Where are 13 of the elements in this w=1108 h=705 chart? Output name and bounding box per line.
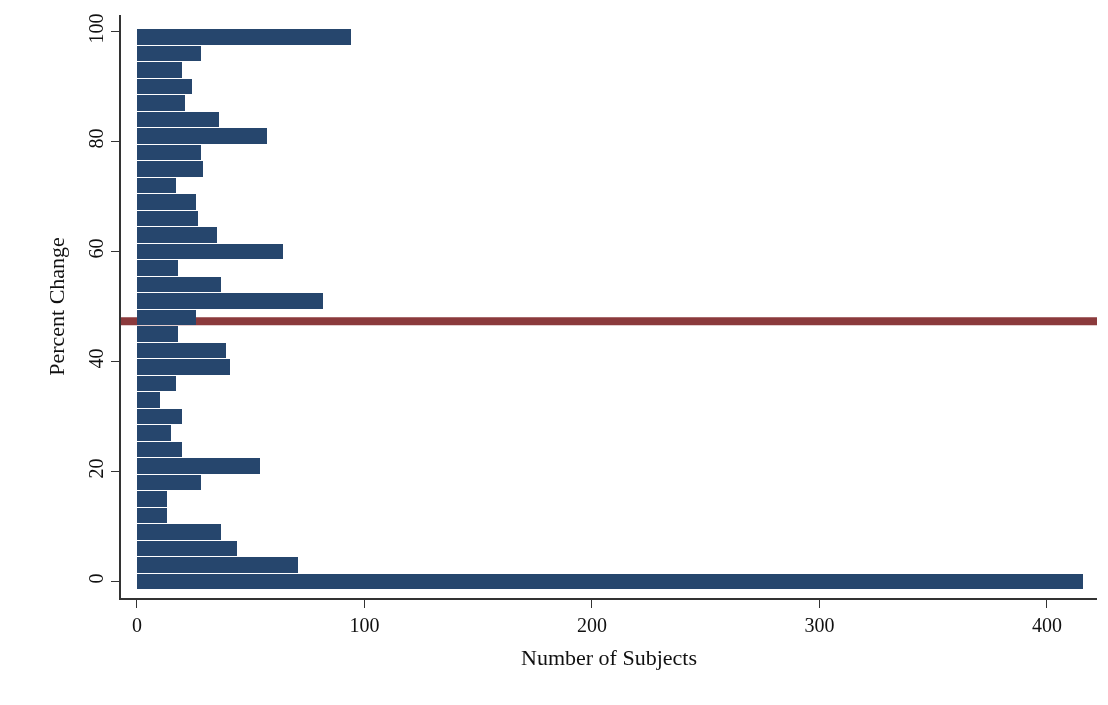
y-axis-title: Percent Change bbox=[43, 237, 69, 376]
x-axis-title: Number of Subjects bbox=[521, 645, 697, 671]
y-tick-label: 80 bbox=[85, 128, 108, 149]
x-tick-label: 0 bbox=[131, 613, 142, 636]
x-tick-label: 200 bbox=[576, 613, 607, 636]
y-tick-label: 40 bbox=[85, 348, 108, 369]
y-tick-label: 0 bbox=[85, 573, 108, 584]
y-tick-label: 20 bbox=[85, 458, 108, 479]
y-tick-label: 60 bbox=[85, 238, 108, 259]
x-tick-label: 300 bbox=[804, 613, 835, 636]
x-tick-label: 100 bbox=[349, 613, 380, 636]
x-tick-label: 400 bbox=[1031, 613, 1062, 636]
y-tick-label: 100 bbox=[85, 13, 108, 44]
